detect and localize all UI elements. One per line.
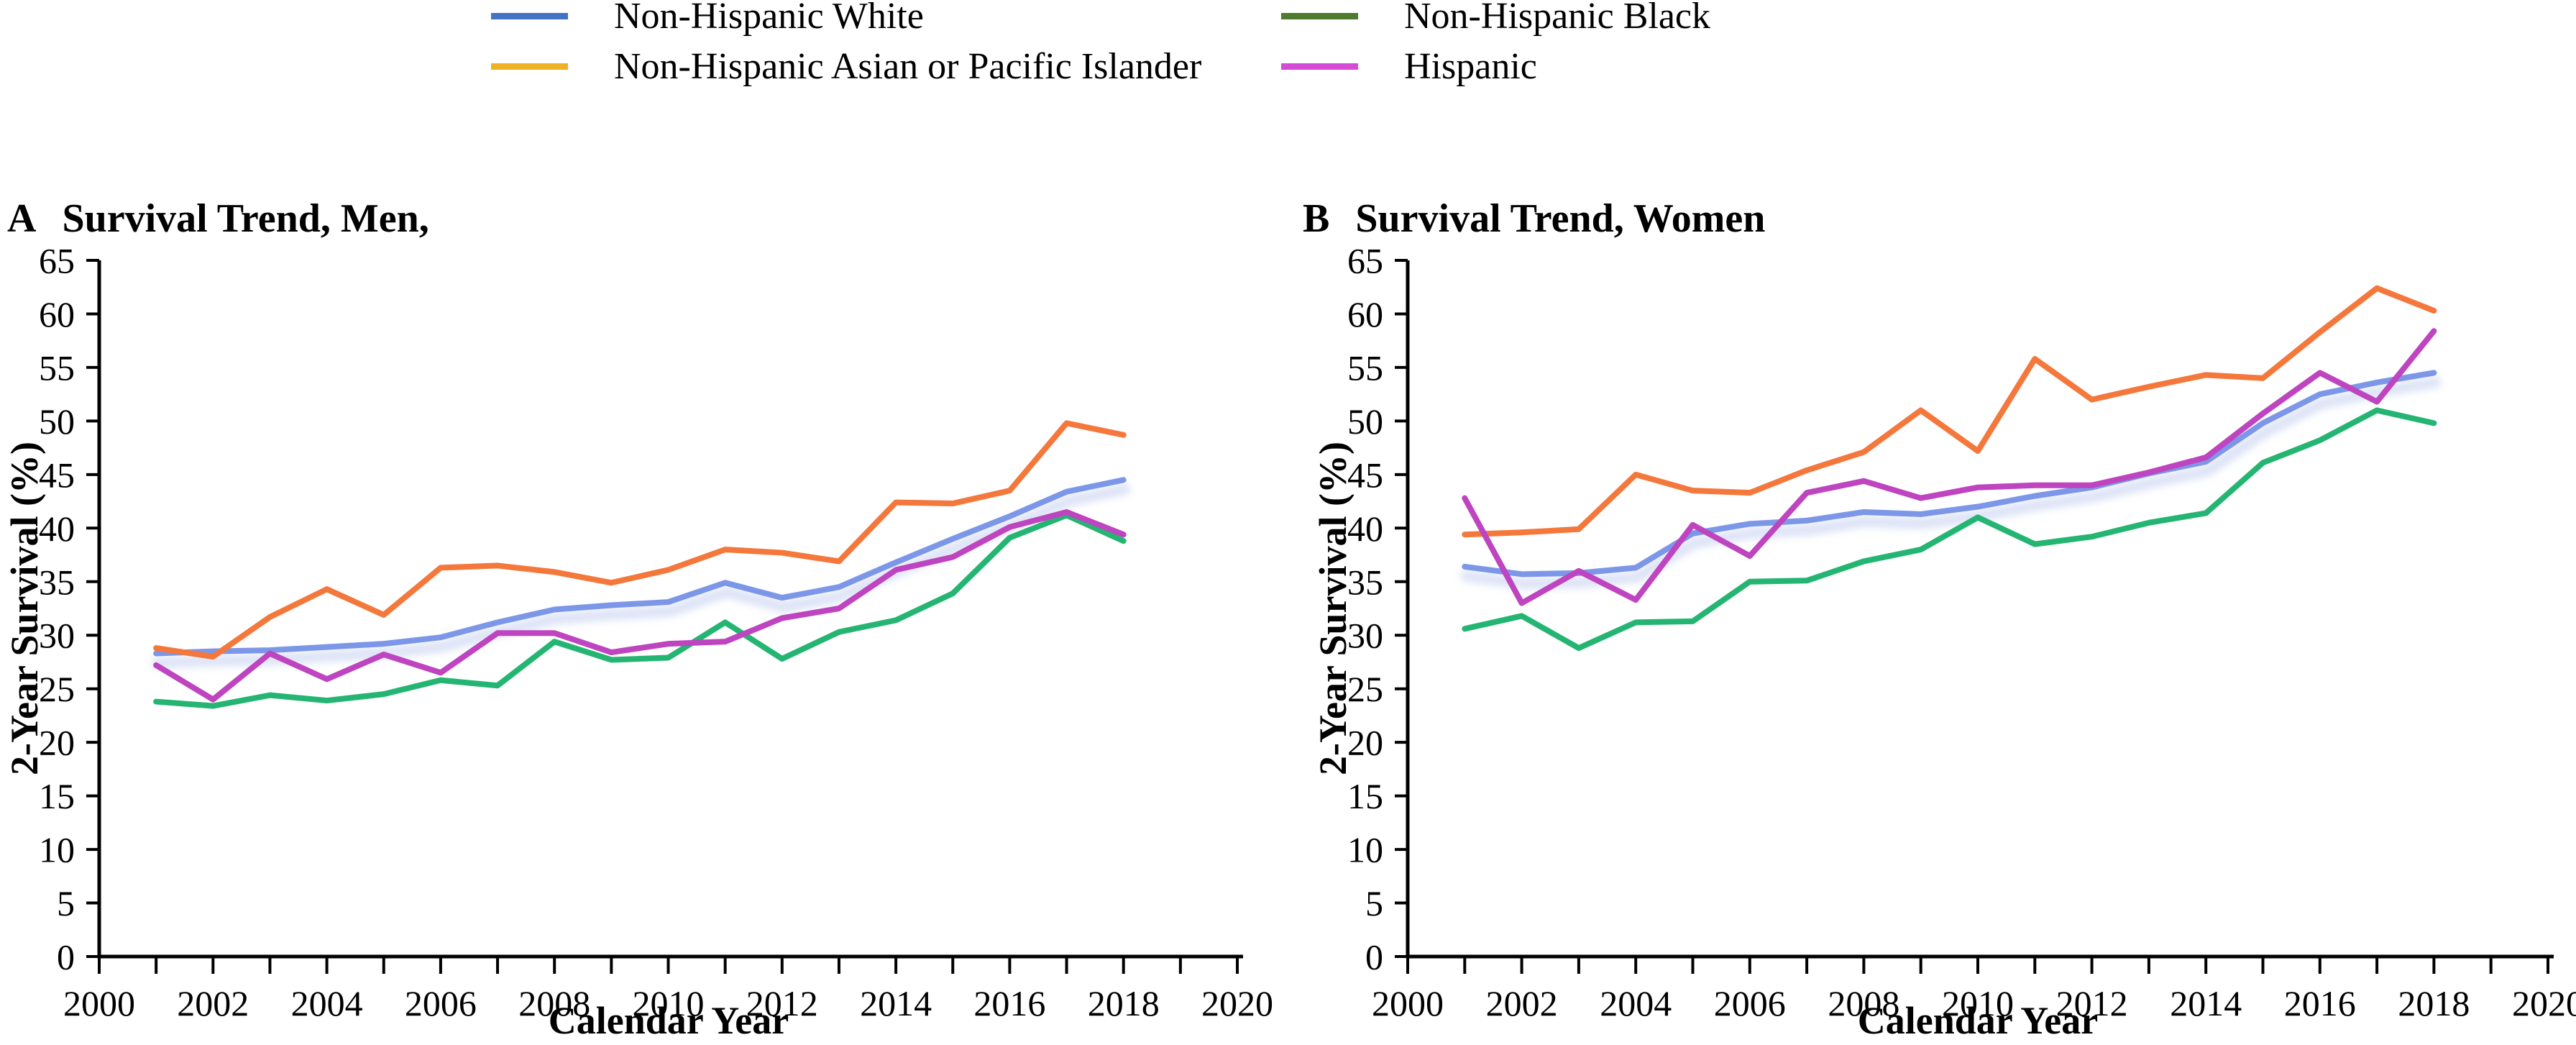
- svg-text:2020: 2020: [2512, 983, 2576, 1023]
- svg-text:10: 10: [39, 830, 75, 870]
- svg-text:50: 50: [39, 401, 75, 442]
- svg-text:2012: 2012: [2056, 983, 2128, 1023]
- svg-text:60: 60: [39, 294, 75, 334]
- svg-text:2004: 2004: [291, 983, 363, 1023]
- svg-text:0: 0: [1365, 937, 1383, 977]
- svg-text:30: 30: [1347, 616, 1383, 656]
- legend-item-non-hispanic-black: Non-Hispanic Black: [1281, 0, 1710, 37]
- svg-text:40: 40: [39, 508, 75, 549]
- legend-item-hispanic: Hispanic: [1281, 46, 1537, 87]
- svg-text:2018: 2018: [2398, 983, 2470, 1023]
- svg-text:2014: 2014: [2170, 983, 2242, 1023]
- panel-b-plot: 0 5 10 15 20 25 30 35 40 45 50 55 60 65 2000 2002 2004 20…: [1347, 241, 2576, 1024]
- svg-text:60: 60: [1347, 294, 1383, 334]
- legend-swatch-non-hispanic-white: [491, 12, 568, 19]
- legend-label: Non-Hispanic Black: [1404, 0, 1711, 37]
- svg-text:2012: 2012: [746, 983, 818, 1023]
- panel-a-letter: A: [7, 196, 37, 241]
- svg-text:30: 30: [39, 616, 75, 656]
- svg-text:2014: 2014: [860, 983, 932, 1023]
- panel-a-title-text: Survival Trend, Men,: [62, 196, 429, 241]
- svg-text:45: 45: [39, 455, 75, 495]
- svg-text:2000: 2000: [1372, 983, 1444, 1023]
- panel-b-title: B Survival Trend, Women: [1303, 196, 1765, 242]
- svg-text:55: 55: [39, 347, 75, 388]
- svg-text:50: 50: [1347, 401, 1383, 442]
- legend-label: Non-Hispanic White: [614, 0, 924, 37]
- panel-b-title-text: Survival Trend, Women: [1355, 196, 1766, 241]
- panel-a-title: A Survival Trend, Men,: [7, 196, 429, 242]
- svg-text:2008: 2008: [518, 983, 590, 1023]
- panel-b-letter: B: [1303, 196, 1330, 241]
- panel-a-x-axis-title: Calendar Year: [548, 999, 789, 1042]
- svg-text:35: 35: [39, 562, 75, 602]
- legend-label: Hispanic: [1404, 45, 1537, 87]
- legend-swatch-non-hispanic-asian-or-pacific-islander: [491, 63, 568, 70]
- svg-text:2018: 2018: [1088, 983, 1160, 1023]
- panel-a-plot: 0 5 10 15 20 25 30 35 40 45 50 55 60 65 2000 2002 2004 20…: [39, 241, 1273, 1024]
- svg-text:0: 0: [57, 937, 75, 977]
- svg-text:35: 35: [1347, 562, 1383, 602]
- svg-text:10: 10: [1347, 830, 1383, 870]
- legend-label: Non-Hispanic Asian or Pacific Islander: [614, 45, 1202, 87]
- svg-text:15: 15: [1347, 776, 1383, 816]
- svg-text:25: 25: [39, 669, 75, 709]
- svg-text:2016: 2016: [2284, 983, 2356, 1023]
- svg-text:45: 45: [1347, 455, 1383, 495]
- svg-text:20: 20: [39, 723, 75, 763]
- legend-item-non-hispanic-asian-or-pacific-islander: Non-Hispanic Asian or Pacific Islander: [491, 46, 1201, 87]
- panel-b-x-axis-title: Calendar Year: [1857, 999, 2099, 1042]
- svg-text:2016: 2016: [973, 983, 1045, 1023]
- svg-text:40: 40: [1347, 508, 1383, 549]
- svg-text:5: 5: [57, 883, 75, 923]
- svg-text:65: 65: [1347, 241, 1383, 281]
- svg-text:2002: 2002: [177, 983, 249, 1023]
- svg-text:2004: 2004: [1600, 983, 1672, 1023]
- svg-text:55: 55: [1347, 347, 1383, 388]
- svg-text:65: 65: [39, 241, 75, 281]
- svg-text:2010: 2010: [633, 983, 705, 1023]
- legend-swatch-non-hispanic-black: [1281, 12, 1358, 19]
- svg-text:2010: 2010: [1942, 983, 2014, 1023]
- svg-text:2002: 2002: [1486, 983, 1558, 1023]
- svg-text:2020: 2020: [1201, 983, 1273, 1023]
- svg-text:2008: 2008: [1828, 983, 1899, 1023]
- svg-text:25: 25: [1347, 669, 1383, 709]
- svg-text:2000: 2000: [63, 983, 135, 1023]
- svg-text:2006: 2006: [1714, 983, 1786, 1023]
- svg-text:2006: 2006: [405, 983, 477, 1023]
- svg-text:20: 20: [1347, 723, 1383, 763]
- legend-swatch-hispanic: [1281, 63, 1358, 70]
- svg-text:15: 15: [39, 776, 75, 816]
- svg-text:5: 5: [1365, 883, 1383, 923]
- legend-item-non-hispanic-white: Non-Hispanic White: [491, 0, 924, 37]
